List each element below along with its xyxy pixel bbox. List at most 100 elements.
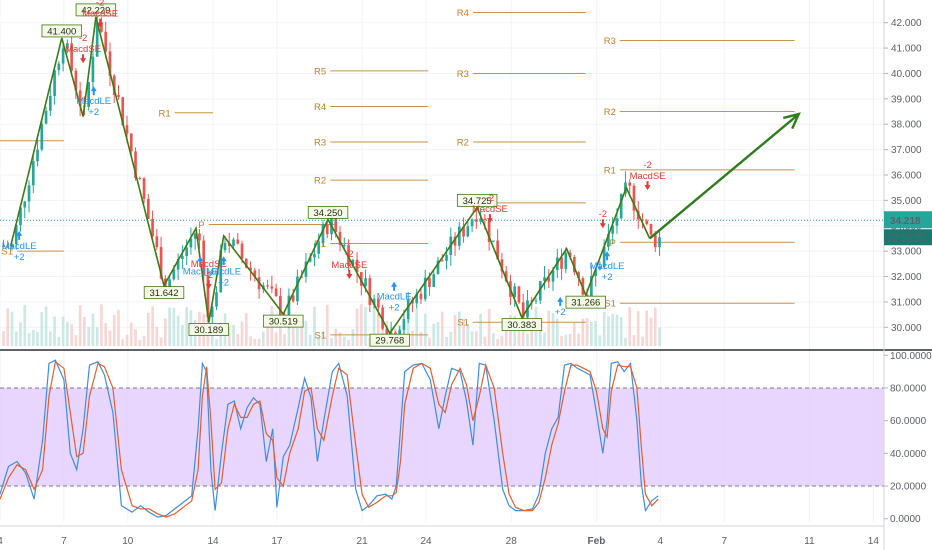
candle-body xyxy=(351,259,355,267)
candle-body xyxy=(308,257,312,262)
zigzag-label: 34.725 xyxy=(463,196,492,207)
volume-bar xyxy=(134,329,137,346)
volume-bar xyxy=(653,307,657,346)
zigzag-line xyxy=(9,16,651,335)
volume-bar xyxy=(78,305,82,346)
volume-bar xyxy=(330,338,333,346)
candle-body xyxy=(61,48,65,64)
candle-body xyxy=(534,300,538,302)
osc-tick-label: 20.0000 xyxy=(890,482,927,493)
volume-bar xyxy=(227,325,231,346)
candle-body xyxy=(594,269,597,277)
volume-bar xyxy=(151,306,154,346)
price-tick-label: 35.000 xyxy=(891,196,922,207)
candle-body xyxy=(619,193,623,219)
candle-body xyxy=(513,286,517,297)
sell-signal-label: -2 xyxy=(345,249,353,260)
volume-bar xyxy=(249,336,252,346)
buy-signal-label: MacdLE xyxy=(377,292,412,303)
candle-body xyxy=(193,233,197,239)
volume-bar xyxy=(538,328,542,346)
volume-bar xyxy=(551,312,555,346)
candle-body xyxy=(27,185,31,202)
candle-body xyxy=(521,302,525,318)
candle-body xyxy=(423,277,427,300)
candle-body xyxy=(453,236,457,246)
buy-arrow-icon xyxy=(557,296,564,306)
zigzag-label-box xyxy=(263,314,304,328)
sell-signal-label: MacdSE xyxy=(630,171,666,182)
candle-body xyxy=(658,237,661,248)
volume-bar xyxy=(146,312,150,346)
price-tick-label: 30.000 xyxy=(891,323,922,334)
volume-bar xyxy=(543,332,546,346)
volume-bar xyxy=(283,334,286,346)
volume-bar xyxy=(262,331,265,346)
time-tick-label: 4 xyxy=(658,536,664,547)
candle-body xyxy=(568,252,572,257)
pivot-label: S1 xyxy=(315,330,327,341)
volume-bar xyxy=(568,334,572,346)
volume-bar xyxy=(372,305,376,346)
sell-signal-label: MacdSE xyxy=(472,204,508,215)
candle-body xyxy=(338,232,342,245)
volume-bar xyxy=(10,311,14,346)
buy-signal-label: +2 xyxy=(218,277,229,288)
candle-body xyxy=(428,277,431,288)
sell-arrow-icon xyxy=(599,219,606,229)
countdown-label: 02:16:50 xyxy=(887,233,926,244)
candle-body xyxy=(36,149,39,162)
pivot-label: R3 xyxy=(604,36,616,47)
price-tick-label: 37.000 xyxy=(891,145,922,156)
candle-body xyxy=(253,270,257,278)
volume-bar xyxy=(83,316,86,346)
buy-arrow-icon xyxy=(16,230,23,240)
volume-bar xyxy=(432,323,436,346)
candle-body xyxy=(325,224,329,235)
volume-bar xyxy=(325,304,329,346)
zigzag-label-box xyxy=(307,206,349,219)
candle-body xyxy=(6,246,10,248)
candle-body xyxy=(74,70,78,91)
volume-bar xyxy=(445,336,448,346)
candle-body xyxy=(504,271,508,282)
volume-bar xyxy=(291,314,295,346)
sell-arrow-icon xyxy=(205,280,212,290)
candle-body xyxy=(364,278,367,286)
candle-body xyxy=(95,22,99,57)
candle-body xyxy=(440,260,444,262)
stoch-d-line xyxy=(0,360,659,518)
volume-bar xyxy=(253,338,257,346)
candle-body xyxy=(57,63,61,71)
volume-bar xyxy=(121,339,125,346)
stochastic-oscillator-pane[interactable] xyxy=(0,359,884,518)
candle-body xyxy=(359,271,363,286)
time-tick-label: 21 xyxy=(357,536,369,547)
candle-body xyxy=(632,185,636,211)
candle-body xyxy=(560,257,563,269)
volume-bar xyxy=(649,317,653,346)
candle-body xyxy=(436,260,440,275)
volume-bar xyxy=(377,314,380,346)
time-tick-label: 4 xyxy=(0,536,3,547)
buy-arrow-icon xyxy=(220,256,227,266)
volume-bar xyxy=(611,314,615,346)
candle-body xyxy=(249,267,252,271)
sell-signal-label: MacdSE xyxy=(331,260,367,271)
volume-bar xyxy=(31,329,35,346)
buy-arrow-icon xyxy=(90,86,97,96)
volume-bar xyxy=(14,331,18,346)
volume-bar xyxy=(48,331,52,346)
price-tick-label: 31.000 xyxy=(891,297,922,308)
time-tick-label: 7 xyxy=(61,536,67,547)
candle-body xyxy=(151,218,154,237)
volume-bar xyxy=(555,318,559,346)
volume-bar xyxy=(159,337,163,346)
volume-bar xyxy=(53,316,56,346)
candle-body xyxy=(304,261,308,277)
osc-tick-label: 100.0000 xyxy=(890,351,932,362)
candle-body xyxy=(287,295,291,320)
pivot-label: S1 xyxy=(1,247,13,258)
time-tick-label: 14 xyxy=(868,536,880,547)
